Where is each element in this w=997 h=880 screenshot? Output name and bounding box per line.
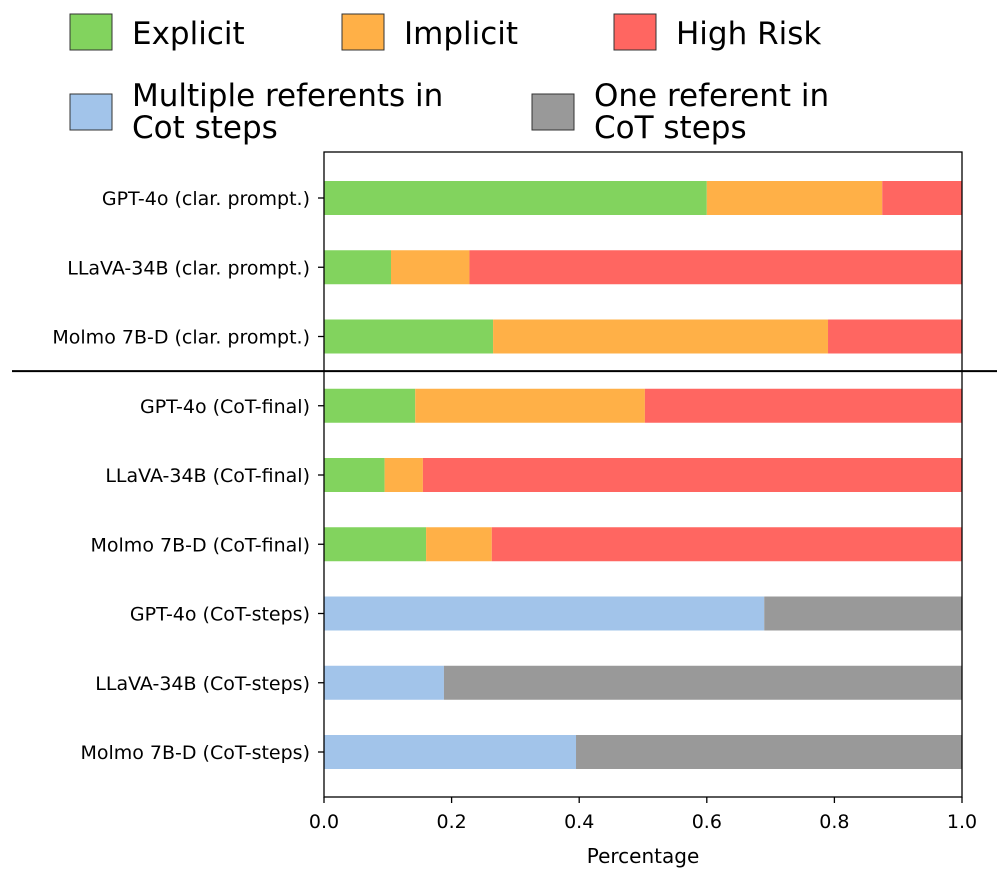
x-tick-label: 0.8 — [819, 811, 849, 833]
x-axis-label: Percentage — [587, 844, 700, 868]
y-tick-label: GPT-4o (CoT-steps) — [130, 604, 310, 626]
legend-label: One referent in CoT steps — [594, 78, 829, 146]
legend-swatch — [69, 13, 113, 51]
bar-llava-34b-clar-prompt-explicit — [324, 250, 391, 285]
bar-gpt-4o-cot-steps-multiple-referents-in-cot-steps — [324, 596, 765, 631]
bar-llava-34b-cot-steps-multiple-referents-in-cot-steps — [324, 665, 444, 700]
legend: Explicit Implicit High Risk Multiple refere… — [69, 13, 829, 146]
bar-gpt-4o-clar-prompt-high-risk — [882, 181, 962, 215]
legend-swatch — [69, 93, 113, 131]
y-tick-label: GPT-4o (CoT-final) — [140, 396, 310, 418]
x-tick-label: 0.4 — [564, 811, 594, 833]
y-tick-label: LLaVA-34B (CoT-steps) — [95, 673, 310, 695]
bar-gpt-4o-clar-prompt-implicit — [706, 181, 883, 215]
bar-gpt-4o-clar-prompt-explicit — [324, 181, 707, 215]
bar-molmo-7b-d-clar-prompt-high-risk — [828, 319, 962, 354]
bar-gpt-4o-cot-steps-one-referent-in-cot-steps — [764, 596, 962, 631]
bar-llava-34b-cot-final-explicit — [324, 458, 385, 492]
bars — [324, 181, 963, 769]
bar-molmo-7b-d-cot-steps-multiple-referents-in-cot-steps — [324, 735, 577, 769]
bar-llava-34b-clar-prompt-implicit — [390, 250, 470, 285]
bar-llava-34b-cot-final-implicit — [384, 458, 423, 492]
bar-llava-34b-cot-final-high-risk — [422, 458, 962, 492]
legend-entry-one-referent-in-cot-steps: One referent in CoT steps — [531, 78, 829, 146]
x-tick-label: 1.0 — [947, 811, 977, 833]
x-tick-label: 0.0 — [309, 811, 339, 833]
bar-molmo-7b-d-cot-steps-one-referent-in-cot-steps — [576, 735, 962, 769]
legend-entry-multiple-referents-in-cot-steps: Multiple referents in Cot steps — [69, 78, 443, 146]
bar-llava-34b-clar-prompt-high-risk — [469, 250, 962, 285]
y-tick-label: Molmo 7B-D (CoT-final) — [91, 534, 310, 556]
bar-molmo-7b-d-cot-final-high-risk — [491, 527, 962, 562]
bar-molmo-7b-d-clar-prompt-implicit — [493, 319, 829, 354]
legend-entry-high-risk: High Risk — [613, 13, 821, 52]
legend-swatch — [531, 93, 575, 131]
bar-molmo-7b-d-cot-final-implicit — [426, 527, 492, 562]
bar-molmo-7b-d-cot-final-explicit — [324, 527, 427, 562]
y-tick-label: GPT-4o (clar. prompt.) — [102, 188, 310, 210]
legend-swatch — [341, 13, 385, 51]
legend-swatch — [613, 13, 657, 51]
legend-label: High Risk — [676, 16, 821, 52]
legend-entry-explicit: Explicit — [69, 13, 245, 52]
legend-entry-implicit: Implicit — [341, 13, 518, 52]
bar-molmo-7b-d-clar-prompt-explicit — [324, 319, 494, 354]
legend-label: Implicit — [404, 16, 518, 52]
y-tick-label: LLaVA-34B (clar. prompt.) — [67, 257, 310, 279]
y-tick-label: Molmo 7B-D (CoT-steps) — [80, 742, 310, 764]
x-tick-label: 0.2 — [436, 811, 466, 833]
y-tick-label: LLaVA-34B (CoT-final) — [105, 465, 310, 487]
legend-label: Multiple referents in Cot steps — [132, 78, 443, 146]
bar-gpt-4o-cot-final-implicit — [415, 388, 645, 423]
x-tick-label: 0.6 — [692, 811, 722, 833]
y-tick-label: Molmo 7B-D (clar. prompt.) — [52, 327, 310, 349]
bar-llava-34b-cot-steps-one-referent-in-cot-steps — [443, 665, 963, 700]
bar-gpt-4o-cot-final-explicit — [324, 388, 416, 423]
axes: GPT-4o (clar. prompt.) LLaVA-34B (clar. p… — [12, 151, 997, 868]
bar-gpt-4o-cot-final-high-risk — [644, 388, 962, 423]
legend-label: Explicit — [132, 16, 245, 52]
